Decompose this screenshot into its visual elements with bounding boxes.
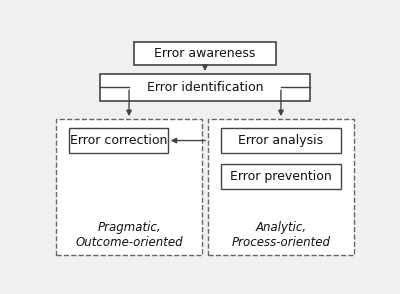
Text: Error awareness: Error awareness bbox=[154, 47, 256, 60]
FancyBboxPatch shape bbox=[220, 128, 341, 153]
FancyBboxPatch shape bbox=[56, 119, 202, 255]
Text: Error prevention: Error prevention bbox=[230, 170, 332, 183]
Text: Analytic,
Process-oriented: Analytic, Process-oriented bbox=[232, 221, 330, 249]
Text: Error analysis: Error analysis bbox=[238, 134, 324, 147]
Text: Error correction: Error correction bbox=[70, 134, 167, 147]
Text: Error identification: Error identification bbox=[147, 81, 263, 94]
FancyBboxPatch shape bbox=[69, 128, 168, 153]
FancyBboxPatch shape bbox=[134, 42, 276, 65]
FancyBboxPatch shape bbox=[220, 164, 341, 189]
Text: Pragmatic,
Outcome-oriented: Pragmatic, Outcome-oriented bbox=[75, 221, 183, 249]
FancyBboxPatch shape bbox=[100, 74, 310, 101]
FancyBboxPatch shape bbox=[208, 119, 354, 255]
